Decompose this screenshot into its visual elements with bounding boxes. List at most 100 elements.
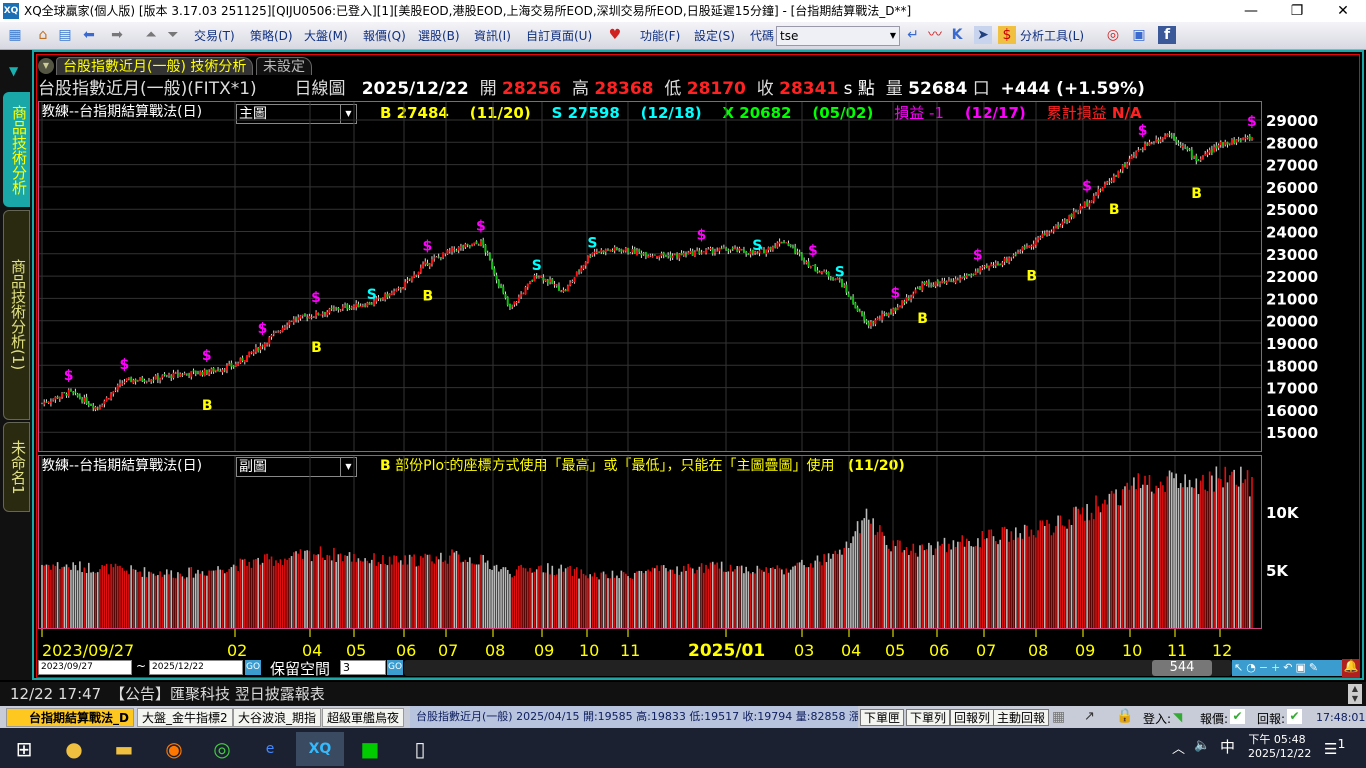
k-chart-icon[interactable]: K [951, 27, 963, 43]
app-e-icon[interactable]: e [265, 741, 275, 757]
maximize-button[interactable]: ❐ [1290, 3, 1304, 19]
line-icon[interactable]: ■ [360, 737, 380, 761]
tab-tech-analysis[interactable]: 台股指數近月(一般) 技術分析 [56, 57, 254, 75]
sidebar-tab-tech-analysis[interactable]: 商品技術分析 [3, 92, 30, 207]
candle [328, 308, 331, 313]
volume-bar [270, 556, 273, 628]
volume-bar [201, 571, 204, 628]
line-chart-icon[interactable]: 〰 [928, 27, 942, 43]
undo-icon[interactable]: ↶ [1283, 661, 1296, 674]
calculator-icon[interactable]: ▦ [1052, 709, 1066, 725]
active-report-button[interactable]: 主動回報 [993, 709, 1050, 726]
alert-bell-icon[interactable]: 🔔 [1342, 659, 1360, 677]
reserve-stepper[interactable]: 3 [340, 660, 386, 675]
start-date-select[interactable]: 2023/09/27 [38, 660, 132, 675]
order-box-button[interactable]: 下單匣 [860, 709, 905, 726]
volume-bar [863, 518, 866, 628]
candle [1012, 254, 1015, 257]
code-label: 代碼 [750, 29, 775, 43]
tab-settlement-strategy[interactable]: 台指期結算戰法_D [6, 708, 134, 727]
volume-bar [823, 554, 825, 628]
tab-wave[interactable]: 大谷波浪_期指 [233, 708, 322, 727]
scroll-up-icon[interactable]: ⏶ [145, 27, 157, 43]
forward-icon[interactable]: ➡ [111, 27, 123, 43]
menu-settings[interactable]: 設定(S) [694, 29, 735, 43]
wrench-icon[interactable]: ✎ [1308, 661, 1322, 674]
volume-bar [313, 554, 315, 628]
candle [887, 313, 890, 316]
tab-menu-icon[interactable]: ▼ [38, 58, 54, 74]
monitor-icon[interactable]: ▣ [1132, 27, 1146, 43]
tab-unset[interactable]: 未設定 [256, 57, 312, 75]
dollar-icon[interactable]: $ [998, 26, 1016, 44]
chart-tool-buttons[interactable]: ↖◔−+↶▣✎ [1232, 660, 1342, 676]
collapse-icon[interactable]: ▼ [9, 64, 19, 78]
back-icon[interactable]: ⬅ [83, 27, 95, 43]
candle [404, 281, 407, 289]
menu-custom-page[interactable]: 自訂頁面(U) [526, 29, 593, 43]
volume-bar [535, 569, 538, 628]
sub-plot-select[interactable]: 副圖 ▼ [236, 457, 357, 477]
firefox-icon[interactable]: ◉ [165, 737, 183, 761]
fit-icon[interactable]: ▣ [1295, 661, 1309, 674]
report-bar-button[interactable]: 回報列 [950, 709, 995, 726]
candle [967, 274, 970, 276]
volume-bar [542, 572, 545, 628]
folder-icon[interactable]: ▬ [114, 737, 134, 761]
tab-frigatebird[interactable]: 超級軍艦鳥夜 [322, 708, 405, 727]
sidebar-tab-unnamed[interactable]: 未命名1 [3, 422, 30, 512]
favorites-icon[interactable]: ♥ [608, 27, 622, 43]
zoom-out-icon[interactable]: − [1258, 661, 1272, 674]
main-plot-select[interactable]: 主圖 ▼ [236, 104, 357, 124]
clock-icon[interactable]: ◔ [1246, 661, 1259, 674]
enter-icon[interactable]: ↵ [907, 27, 919, 43]
lock-icon[interactable]: 🔒 [1116, 708, 1134, 724]
reserve-go-button[interactable]: GO [387, 660, 403, 675]
pointer-icon[interactable]: ➤ [974, 26, 992, 44]
volume-bar [183, 578, 186, 628]
order-bar-button[interactable]: 下單列 [906, 709, 951, 726]
scroll-down-icon[interactable]: ⏷ [167, 27, 179, 43]
popout-icon[interactable]: ↗ [1084, 709, 1095, 724]
volume-bar [1146, 484, 1149, 628]
volume-bar [905, 547, 908, 628]
tray-up-icon[interactable]: ︿ [1172, 742, 1186, 757]
menu-strategy[interactable]: 策略(D) [250, 29, 293, 43]
minimize-button[interactable]: — [1244, 3, 1258, 19]
paint-icon[interactable]: ● [65, 737, 83, 761]
news-bar: 12/22 17:47 【公告】匯聚科技 翌日披露報表 ▲ ▼ [0, 682, 1366, 706]
home-arrow-icon[interactable]: ↖ [1234, 661, 1247, 674]
end-date-select[interactable]: 2025/12/22 [149, 660, 243, 675]
target-icon[interactable]: ◎ [1106, 27, 1120, 43]
volume-icon[interactable]: 🔈 [1194, 738, 1211, 753]
horizontal-scrollbar[interactable] [404, 660, 1232, 676]
tab-golden-bull[interactable]: 大盤_金牛指標2 [137, 708, 233, 727]
xq-icon[interactable]: XQ [296, 732, 344, 766]
taskbar-clock[interactable]: 下午 05:48 2025/12/22 [1248, 731, 1311, 760]
date-go-button[interactable]: GO [245, 660, 261, 675]
bar-count[interactable]: 544 [1152, 660, 1212, 676]
zoom-in-icon[interactable]: + [1271, 661, 1284, 674]
page-icon[interactable]: ▤ [58, 27, 72, 43]
notification-icon[interactable]: ☰1 [1324, 736, 1346, 758]
news-text[interactable]: 【公告】匯聚科技 翌日披露報表 [110, 685, 325, 703]
code-input[interactable]: tse ▼ [776, 26, 900, 46]
sidebar-tab-tech-analysis-1[interactable]: 商品技術分析(1) [3, 210, 30, 420]
grid-icon[interactable]: ▦ [8, 27, 22, 43]
ime-indicator[interactable]: 中 [1220, 738, 1236, 756]
menu-function[interactable]: 功能(F) [640, 29, 681, 43]
file-icon[interactable]: ▯ [414, 737, 426, 761]
menu-quote[interactable]: 報價(Q) [363, 29, 406, 43]
menu-analysis-tools[interactable]: 分析工具(L) [1020, 29, 1085, 43]
volume-bar [344, 555, 346, 628]
menu-market[interactable]: 大盤(M) [304, 29, 348, 43]
menu-screener[interactable]: 選股(B) [418, 29, 460, 43]
menu-trade[interactable]: 交易(T) [194, 29, 235, 43]
facebook-icon[interactable]: f [1158, 26, 1176, 44]
close-button[interactable]: ✕ [1337, 3, 1349, 19]
start-icon[interactable]: ⊞ [15, 737, 33, 761]
chrome-icon[interactable]: ◎ [213, 737, 231, 761]
home-icon[interactable]: ⌂ [38, 27, 48, 43]
menu-info[interactable]: 資訊(I) [474, 29, 511, 43]
news-scroll[interactable]: ▲ ▼ [1348, 684, 1362, 704]
